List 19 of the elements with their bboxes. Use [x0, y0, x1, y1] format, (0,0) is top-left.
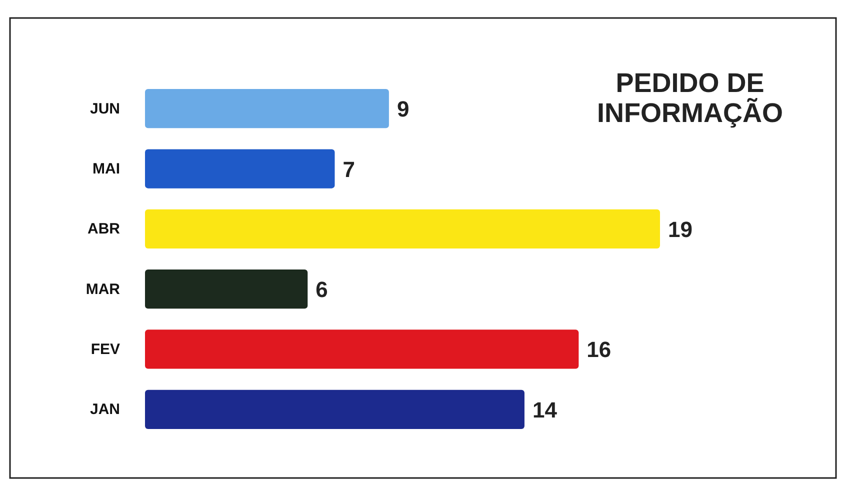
data-label: 9 — [396, 96, 410, 122]
bar — [145, 390, 524, 429]
data-label: 16 — [586, 337, 612, 362]
bar — [145, 330, 579, 369]
data-label: 6 — [316, 277, 328, 302]
bar — [145, 209, 660, 248]
data-label: 7 — [342, 156, 355, 182]
y-tick-label: MAR — [86, 280, 120, 298]
y-tick-label: JUN — [90, 100, 120, 118]
y-tick-label: FEV — [90, 341, 120, 358]
data-label: 19 — [668, 216, 692, 242]
y-tick-label: ABR — [88, 220, 120, 238]
data-label: 14 — [532, 397, 558, 422]
y-tick-label: JAN — [90, 401, 120, 418]
y-tick-label: MAI — [92, 160, 120, 178]
bar — [145, 149, 335, 188]
bar — [145, 270, 308, 309]
bar — [145, 89, 389, 128]
chart-title: PEDIDO DE INFORMAÇÃO — [597, 68, 783, 128]
